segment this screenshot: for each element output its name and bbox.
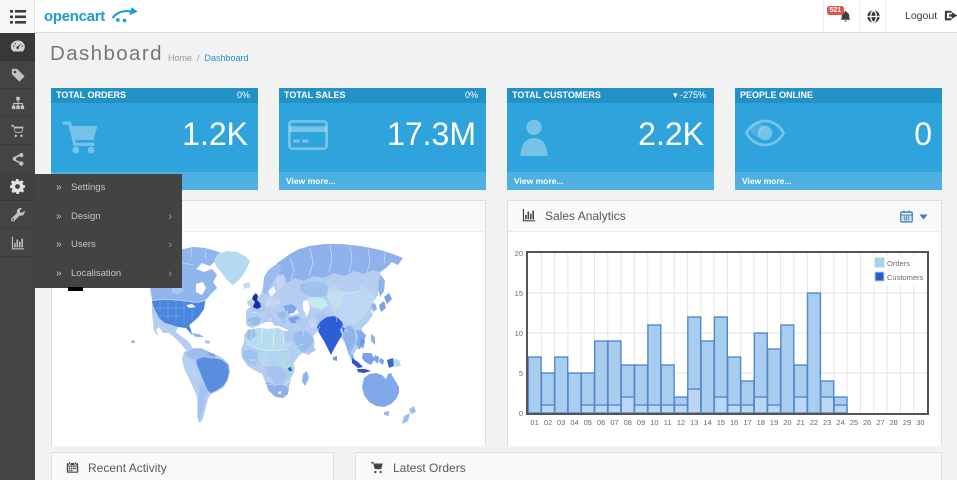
svg-text:03: 03 — [557, 418, 565, 427]
svg-text:02: 02 — [544, 418, 552, 427]
svg-text:10: 10 — [515, 329, 523, 338]
svg-text:12: 12 — [677, 418, 685, 427]
svg-text:19: 19 — [770, 418, 778, 427]
svg-text:01: 01 — [530, 418, 538, 427]
svg-text:20: 20 — [783, 418, 791, 427]
svg-text:25: 25 — [850, 418, 858, 427]
svg-text:17: 17 — [743, 418, 751, 427]
svg-text:13: 13 — [690, 418, 698, 427]
svg-text:15: 15 — [515, 289, 523, 298]
svg-text:14: 14 — [703, 418, 711, 427]
svg-text:16: 16 — [730, 418, 738, 427]
svg-text:18: 18 — [757, 418, 765, 427]
svg-text:27: 27 — [876, 418, 884, 427]
svg-text:0: 0 — [519, 409, 523, 418]
svg-text:05: 05 — [584, 418, 592, 427]
svg-text:26: 26 — [863, 418, 871, 427]
svg-text:Customers: Customers — [887, 273, 924, 282]
svg-text:22: 22 — [810, 418, 818, 427]
svg-text:23: 23 — [823, 418, 831, 427]
svg-text:30: 30 — [916, 418, 924, 427]
svg-text:09: 09 — [637, 418, 645, 427]
svg-text:21: 21 — [797, 418, 805, 427]
svg-text:5: 5 — [519, 369, 523, 378]
svg-text:06: 06 — [597, 418, 605, 427]
svg-text:20: 20 — [515, 249, 523, 258]
svg-text:11: 11 — [664, 418, 672, 427]
svg-text:08: 08 — [624, 418, 632, 427]
svg-text:28: 28 — [890, 418, 898, 427]
svg-text:29: 29 — [903, 418, 911, 427]
svg-text:10: 10 — [650, 418, 658, 427]
svg-text:07: 07 — [610, 418, 618, 427]
svg-text:15: 15 — [717, 418, 725, 427]
svg-text:24: 24 — [836, 418, 844, 427]
svg-text:04: 04 — [570, 418, 578, 427]
svg-text:Orders: Orders — [887, 259, 910, 268]
